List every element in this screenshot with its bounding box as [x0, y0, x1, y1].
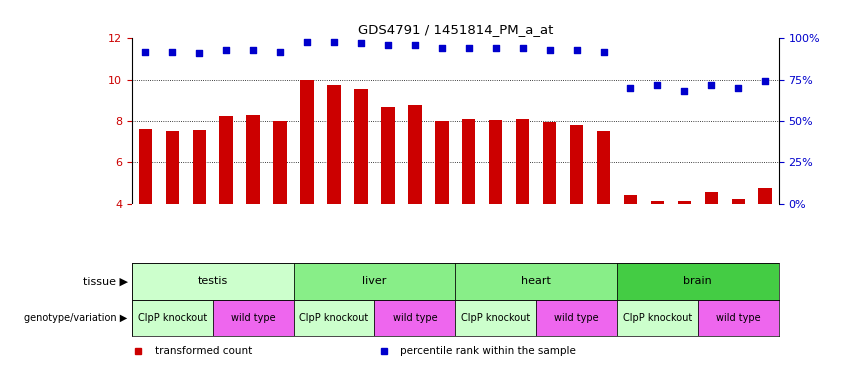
Bar — [624, 195, 637, 204]
Point — [758, 78, 772, 84]
Bar — [213, 300, 294, 336]
Bar — [247, 115, 260, 204]
Bar — [705, 192, 718, 204]
Bar — [617, 263, 779, 300]
Bar — [139, 129, 152, 204]
Bar — [435, 121, 448, 204]
Point — [705, 81, 718, 88]
Bar — [617, 300, 698, 336]
Text: transformed count: transformed count — [155, 346, 252, 356]
Text: tissue ▶: tissue ▶ — [83, 276, 128, 286]
Point — [220, 47, 233, 53]
Text: genotype/variation ▶: genotype/variation ▶ — [25, 313, 128, 323]
Bar — [192, 130, 206, 204]
Bar — [220, 116, 233, 204]
Point — [354, 40, 368, 46]
Point — [435, 45, 448, 51]
Point — [462, 45, 476, 51]
Text: liver: liver — [363, 276, 386, 286]
Text: wild type: wild type — [554, 313, 599, 323]
Text: wild type: wild type — [716, 313, 761, 323]
Point — [597, 48, 610, 55]
Bar — [536, 300, 617, 336]
Bar — [132, 263, 294, 300]
Point — [650, 81, 664, 88]
Bar — [328, 85, 340, 204]
Text: wild type: wild type — [231, 313, 276, 323]
Point — [516, 45, 529, 51]
Bar — [166, 131, 179, 204]
Text: heart: heart — [521, 276, 551, 286]
Bar — [374, 300, 455, 336]
Text: brain: brain — [683, 276, 712, 286]
Bar — [698, 300, 779, 336]
Text: ClpP knockout: ClpP knockout — [461, 313, 530, 323]
Point — [381, 42, 395, 48]
Bar — [732, 199, 745, 204]
Bar — [677, 202, 691, 204]
Bar — [516, 119, 529, 204]
Point — [300, 39, 314, 45]
Text: ClpP knockout: ClpP knockout — [300, 313, 368, 323]
Bar — [570, 125, 583, 204]
Bar — [132, 300, 213, 336]
Point — [677, 88, 691, 94]
Title: GDS4791 / 1451814_PM_a_at: GDS4791 / 1451814_PM_a_at — [357, 23, 553, 36]
Bar — [408, 106, 421, 204]
Bar — [758, 188, 772, 204]
Point — [408, 42, 422, 48]
Bar — [294, 300, 374, 336]
Point — [273, 48, 287, 55]
Point — [192, 50, 206, 56]
Point — [624, 85, 637, 91]
Bar — [651, 202, 664, 204]
Point — [139, 48, 152, 55]
Bar — [300, 79, 314, 204]
Bar — [294, 263, 455, 300]
Text: testis: testis — [197, 276, 228, 286]
Bar — [462, 119, 476, 204]
Bar — [273, 121, 287, 204]
Bar — [381, 106, 395, 204]
Text: wild type: wild type — [392, 313, 437, 323]
Point — [732, 85, 745, 91]
Bar — [597, 131, 610, 204]
Text: ClpP knockout: ClpP knockout — [623, 313, 692, 323]
Bar — [354, 89, 368, 204]
Point — [165, 48, 179, 55]
Bar — [489, 120, 502, 204]
Text: percentile rank within the sample: percentile rank within the sample — [400, 346, 576, 356]
Bar — [455, 300, 536, 336]
Point — [327, 39, 340, 45]
Point — [247, 47, 260, 53]
Bar — [455, 263, 617, 300]
Point — [543, 47, 557, 53]
Bar — [543, 122, 557, 204]
Text: ClpP knockout: ClpP knockout — [138, 313, 207, 323]
Point — [570, 47, 584, 53]
Point — [488, 45, 502, 51]
